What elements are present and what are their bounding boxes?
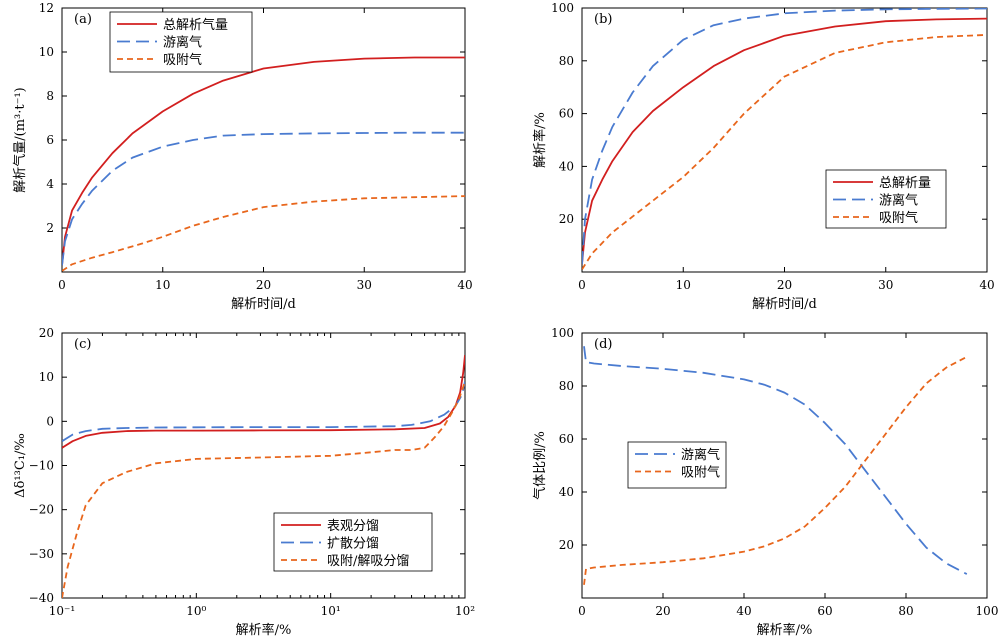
x-axis-label: 解析率/% <box>236 622 292 638</box>
chart-panel-1: 0 10 20 30 40 2 4 6 8 10 12 (a) 解析时间/d 解析气量/(m³·t⁻¹) 总… <box>12 1 473 312</box>
x-tick-label: 10² <box>455 604 475 618</box>
legend-label: 总解析量 <box>879 176 931 191</box>
x-tick-label: 30 <box>878 278 893 292</box>
x-tick-label: 100 <box>976 604 999 618</box>
x-tick-label: 0 <box>58 278 66 292</box>
y-tick-label: 6 <box>46 133 54 147</box>
plot-frame <box>581 332 988 599</box>
y-axis-label: Δδ¹³C₁/‰ <box>13 433 28 498</box>
series-line <box>62 381 465 598</box>
x-tick-label: 40 <box>979 278 994 292</box>
y-tick-label: 80 <box>559 379 574 393</box>
x-tick-label: 40 <box>457 278 472 292</box>
y-tick-label: 60 <box>559 432 574 446</box>
panel-label: (d) <box>594 337 612 352</box>
chart-panel-3: 10⁻¹ 10⁰ 10¹ 10² −40 −30 −20 −10 0 10 20 (c) 解析率/% Δδ… <box>13 326 475 638</box>
series-line <box>582 8 987 265</box>
y-tick-label: −10 <box>29 459 54 473</box>
series-line <box>62 195 465 272</box>
legend-label: 游离气 <box>681 447 720 463</box>
y-tick-label: 8 <box>46 89 54 103</box>
y-tick-label: 0 <box>46 414 54 428</box>
x-tick-label: 20 <box>655 604 670 618</box>
series-line <box>62 381 465 442</box>
x-tick-label: 10 <box>155 278 170 292</box>
series-line <box>583 346 968 575</box>
y-tick-label: 12 <box>39 1 54 15</box>
legend-label: 吸附/解吸分馏 <box>327 554 409 569</box>
y-tick-label: 20 <box>559 538 574 552</box>
y-axis-label: 气体比例/% <box>532 431 548 500</box>
series-line <box>62 355 465 449</box>
x-tick-label: 0 <box>578 604 586 618</box>
y-tick-label: 40 <box>559 485 574 499</box>
legend-box <box>109 11 253 73</box>
series-line <box>62 131 465 266</box>
y-tick-label: 2 <box>46 221 54 235</box>
x-tick-label: 10¹ <box>321 604 341 618</box>
panel-label: (b) <box>594 12 612 27</box>
x-tick-label: 60 <box>817 604 832 618</box>
legend-box <box>627 441 727 489</box>
plot-frame <box>581 7 988 273</box>
x-tick-label: 30 <box>357 278 372 292</box>
x-axis-label: 解析时间/d <box>231 297 296 312</box>
y-tick-label: 80 <box>559 54 574 68</box>
panel-label: (c) <box>74 337 91 352</box>
x-tick-label: 20 <box>777 278 792 292</box>
legend-label: 表观分馏 <box>327 519 379 534</box>
y-tick-label: 20 <box>559 212 574 226</box>
chart-panel-2: 0 10 20 30 40 20 40 60 80 100 (b) 解析时间/d 解析率/% 总解析量游离… <box>532 1 995 312</box>
series-line <box>582 17 987 265</box>
x-tick-label: 80 <box>898 604 913 618</box>
y-tick-label: 100 <box>551 1 574 15</box>
y-tick-label: 20 <box>39 326 54 340</box>
panel-label: (a) <box>74 12 92 27</box>
x-tick-label: 0 <box>578 278 586 292</box>
series-line <box>62 56 465 266</box>
y-tick-label: 10 <box>39 370 54 384</box>
y-tick-label: 10 <box>39 45 54 59</box>
series-line <box>583 356 968 585</box>
y-tick-label: −40 <box>29 591 54 605</box>
series-line <box>582 34 987 270</box>
x-tick-label: 10 <box>676 278 691 292</box>
x-axis-label: 解析率/% <box>757 622 813 638</box>
legend-label: 吸附气 <box>163 52 202 68</box>
legend-label: 扩散分馏 <box>327 537 379 552</box>
y-tick-label: 60 <box>559 107 574 121</box>
x-tick-label: 10⁻¹ <box>49 604 75 618</box>
chart-panel-4: 0 20 40 60 80 100 20 40 60 80 100 (d) 解析率/% 气体比例/% 游离气… <box>532 326 998 638</box>
x-axis-label: 解析时间/d <box>752 297 817 312</box>
x-tick-label: 10⁰ <box>186 604 206 618</box>
y-axis-label: 解析率/% <box>532 112 548 168</box>
legend-label: 吸附气 <box>879 210 918 226</box>
legend-label: 吸附气 <box>681 465 720 481</box>
y-tick-label: 4 <box>46 177 54 191</box>
legend-label: 游离气 <box>163 35 202 51</box>
legend-label: 总解析气量 <box>163 17 228 33</box>
x-tick-label: 20 <box>256 278 271 292</box>
y-tick-label: −30 <box>29 547 54 561</box>
legend-label: 游离气 <box>879 193 918 209</box>
y-tick-label: 100 <box>551 326 574 340</box>
y-axis-label: 解析气量/(m³·t⁻¹) <box>12 87 28 193</box>
y-tick-label: −20 <box>29 503 54 517</box>
y-tick-label: 40 <box>559 159 574 173</box>
x-tick-label: 40 <box>736 604 751 618</box>
